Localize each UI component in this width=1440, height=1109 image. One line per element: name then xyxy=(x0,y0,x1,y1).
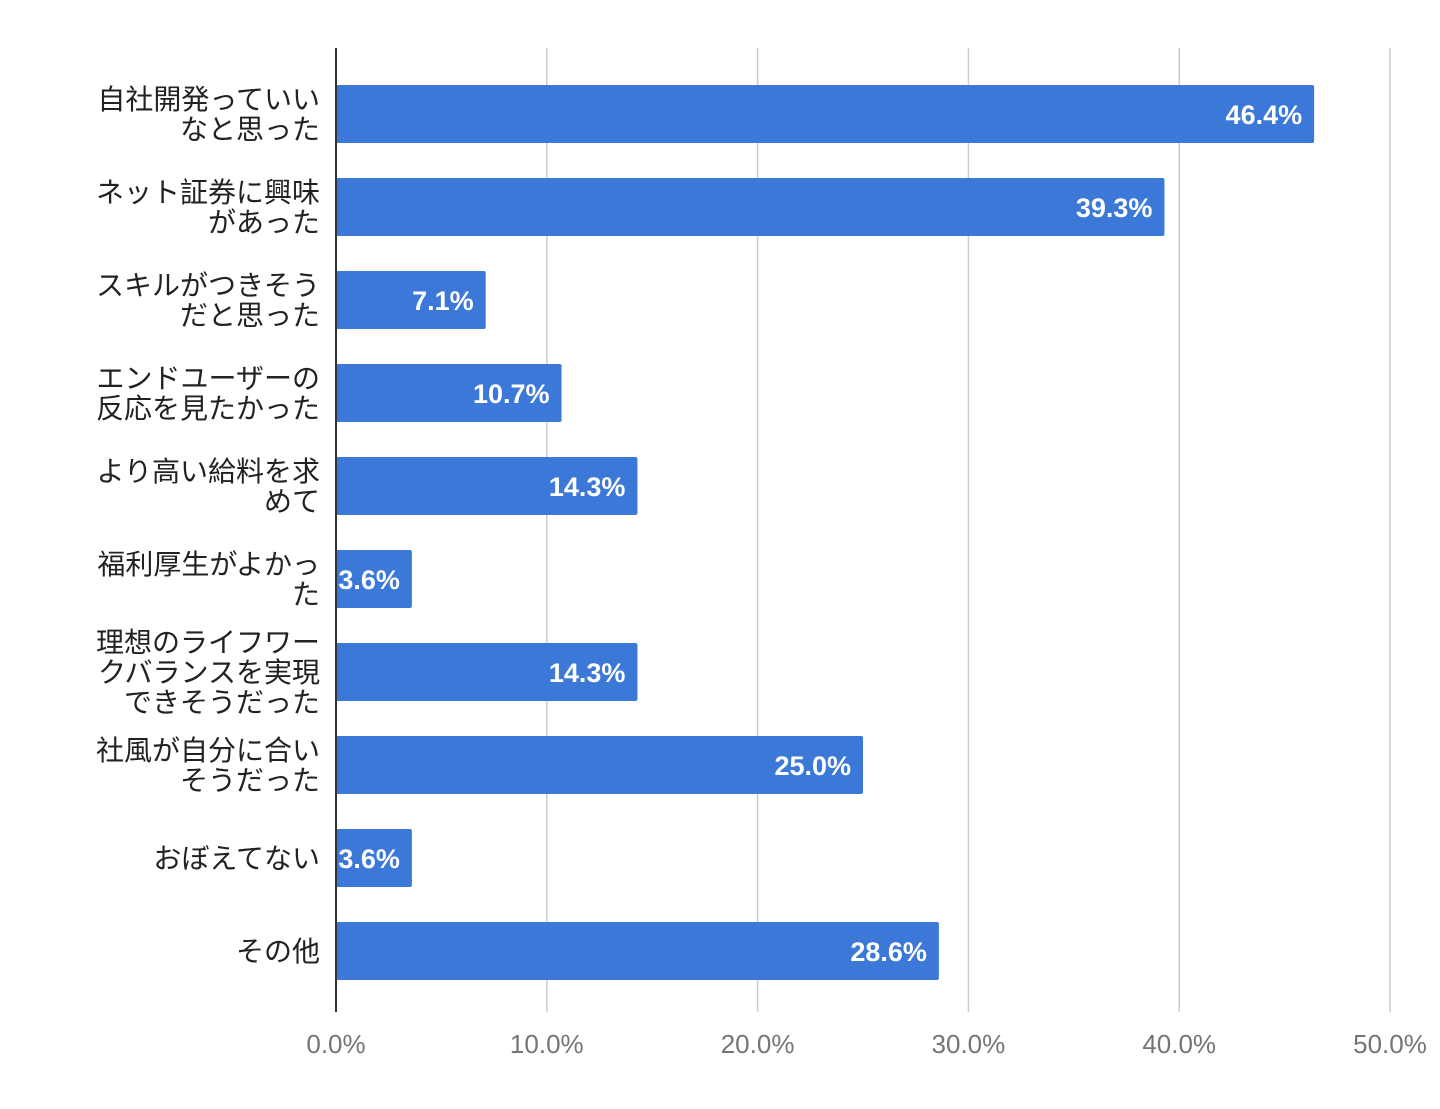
category-label: より高い給料を求めて xyxy=(97,455,320,518)
category-label: スキルがつきそうだと思った xyxy=(96,269,320,332)
bar xyxy=(336,364,562,422)
data-label: 3.6% xyxy=(338,565,400,595)
bar xyxy=(336,271,486,329)
category-label: 自社開発っていいなと思った xyxy=(97,83,320,146)
data-label: 39.3% xyxy=(1076,193,1153,223)
x-tick-label: 50.0% xyxy=(1353,1029,1427,1059)
bar xyxy=(336,550,412,608)
x-tick-label: 40.0% xyxy=(1142,1029,1216,1059)
data-label: 28.6% xyxy=(850,937,927,967)
x-tick-label: 10.0% xyxy=(510,1029,584,1059)
data-label: 14.3% xyxy=(549,472,626,502)
data-label: 10.7% xyxy=(473,379,550,409)
category-label: おぼえてない xyxy=(153,842,320,875)
data-label: 7.1% xyxy=(412,286,474,316)
data-label: 25.0% xyxy=(774,751,851,781)
x-tick-label: 30.0% xyxy=(932,1029,1006,1059)
category-label: 福利厚生がよかった xyxy=(97,548,320,611)
data-label: 14.3% xyxy=(549,658,626,688)
bar xyxy=(336,736,863,794)
category-label: エンドユーザーの反応を見たかった xyxy=(96,362,320,425)
bar xyxy=(336,178,1165,236)
bar xyxy=(336,643,638,701)
category-label: その他 xyxy=(236,935,320,968)
bar xyxy=(336,85,1315,143)
data-label: 3.6% xyxy=(338,844,400,874)
x-tick-label: 20.0% xyxy=(721,1029,795,1059)
category-label: ネット証券に興味があった xyxy=(96,176,320,239)
bar xyxy=(336,457,638,515)
category-label: 理想のライフワークバランスを実現できそうだった xyxy=(96,626,320,719)
bar xyxy=(336,829,412,887)
bar xyxy=(336,922,939,980)
category-label: 社風が自分に合いそうだった xyxy=(96,734,320,797)
x-tick-label: 0.0% xyxy=(306,1029,365,1059)
data-label: 46.4% xyxy=(1226,100,1303,130)
